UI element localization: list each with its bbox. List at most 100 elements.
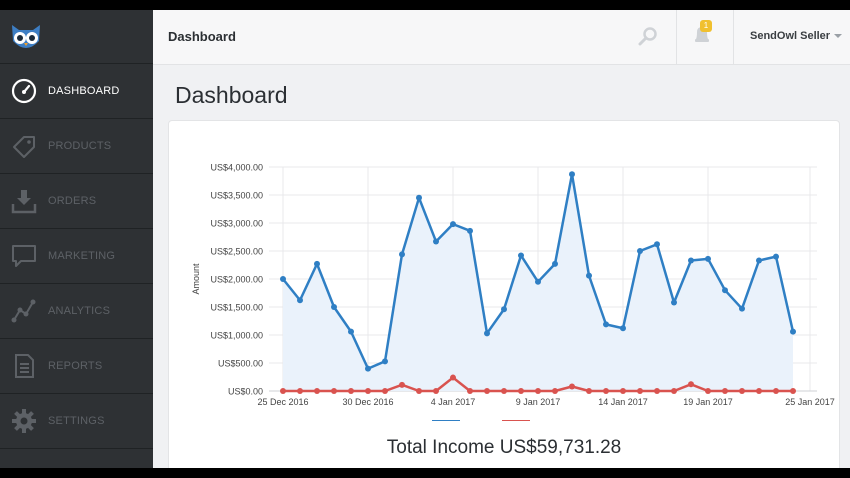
refund-point — [484, 388, 490, 394]
x-tick-label: 4 Jan 2017 — [431, 397, 476, 407]
refund-point — [790, 388, 796, 394]
notification-badge: 1 — [700, 20, 712, 32]
sidebar-item-label: REPORTS — [48, 360, 103, 372]
sidebar-item-dashboard[interactable]: DASHBOARD — [0, 64, 153, 119]
y-tick-label: US$3,500.00 — [210, 191, 263, 201]
legend-refund-label: Refund — [535, 421, 564, 422]
refund-point — [535, 388, 541, 394]
income-point — [382, 358, 388, 365]
topbar-divider — [676, 10, 677, 64]
income-point — [416, 194, 422, 201]
income-point — [518, 252, 524, 259]
income-chart-card: US$0.00 US$500.00 US$1,000.00 US$1,500.00 US… — [168, 120, 840, 468]
y-tick-label: US$2,000.00 — [210, 275, 263, 285]
income-point — [297, 297, 303, 304]
income-point — [501, 306, 507, 313]
y-tick-label: US$4,000.00 — [210, 163, 263, 173]
topbar-divider — [733, 10, 734, 64]
y-tick-label: US$0.00 — [228, 387, 263, 397]
topbar: Dashboard 1 SendOwl Seller — [153, 10, 850, 65]
income-point — [331, 304, 337, 310]
y-axis-label: Amount — [191, 263, 201, 295]
income-point — [535, 278, 541, 285]
sidebar-item-label: ANALYTICS — [48, 305, 111, 317]
chevron-down-icon — [834, 34, 843, 38]
line-graph-icon — [11, 298, 37, 324]
income-point — [569, 171, 575, 178]
refund-point — [365, 388, 371, 394]
income-point — [314, 260, 320, 267]
refund-point — [501, 388, 507, 394]
income-point — [773, 253, 779, 260]
refund-point — [620, 388, 626, 394]
refund-point — [416, 388, 422, 394]
income-point — [739, 305, 745, 312]
income-point — [484, 330, 490, 337]
refund-point — [450, 374, 456, 381]
refund-point — [297, 388, 303, 394]
document-icon — [11, 353, 37, 379]
refund-point — [467, 388, 473, 394]
refund-point — [654, 388, 660, 394]
sidebar-item-marketing[interactable]: MARKETING — [0, 229, 153, 284]
refund-point — [399, 381, 405, 388]
legend-refund-swatch — [502, 420, 530, 421]
income-point — [552, 260, 558, 267]
refund-point — [739, 388, 745, 394]
sidebar-item-label: SETTINGS — [48, 415, 105, 427]
refund-point — [569, 383, 575, 390]
income-point — [790, 328, 796, 335]
app-window: DASHBOARD PRODUCTS ORDERS MARKETING ANALYTIC… — [0, 10, 850, 468]
refund-point — [552, 388, 558, 394]
speech-bubble-icon — [11, 243, 37, 269]
user-menu[interactable]: SendOwl Seller — [750, 30, 843, 42]
legend-income-swatch — [432, 420, 460, 421]
sidebar-item-analytics[interactable]: ANALYTICS — [0, 284, 153, 339]
income-point — [280, 276, 286, 282]
income-point — [671, 299, 677, 306]
sidebar-item-orders[interactable]: ORDERS — [0, 174, 153, 229]
total-income: Total Income US$59,731.28 — [386, 437, 622, 458]
income-point — [688, 257, 694, 264]
user-name: SendOwl Seller — [750, 30, 831, 42]
income-point — [620, 325, 626, 332]
page-title: Dashboard — [175, 82, 288, 108]
x-tick-label: 25 Jan 2017 — [785, 397, 835, 407]
gear-icon — [11, 408, 37, 434]
x-tick-label: 25 Dec 2016 — [257, 397, 308, 407]
refund-point — [518, 388, 524, 394]
income-point — [722, 287, 728, 294]
refund-point — [603, 388, 609, 394]
tag-icon — [11, 133, 37, 159]
x-tick-label: 9 Jan 2017 — [516, 397, 561, 407]
refund-point — [773, 388, 779, 394]
refund-point — [314, 388, 320, 394]
y-tick-label: US$3,000.00 — [210, 219, 263, 229]
x-tick-label: 14 Jan 2017 — [598, 397, 648, 407]
refund-point — [671, 388, 677, 394]
income-point — [399, 251, 405, 258]
income-point — [433, 238, 439, 245]
y-tick-label: US$2,500.00 — [210, 247, 263, 257]
income-point — [756, 257, 762, 264]
refund-point — [722, 388, 728, 394]
sidebar-item-products[interactable]: PRODUCTS — [0, 119, 153, 174]
search-icon[interactable] — [638, 26, 658, 51]
refund-point — [705, 388, 711, 394]
income-point — [365, 365, 371, 372]
refund-point — [433, 388, 439, 394]
income-point — [348, 328, 354, 335]
speedometer-icon — [11, 78, 37, 104]
refund-point — [688, 381, 694, 388]
sidebar-item-reports[interactable]: REPORTS — [0, 339, 153, 394]
sidebar-item-settings[interactable]: SETTINGS — [0, 394, 153, 449]
owl-logo[interactable] — [0, 10, 153, 64]
legend-income-label: Income — [465, 421, 495, 422]
refund-point — [637, 388, 643, 394]
income-point — [603, 321, 609, 328]
income-point — [467, 227, 473, 234]
income-point — [586, 272, 592, 279]
income-point — [705, 255, 711, 262]
income-point — [450, 221, 456, 228]
sidebar-item-label: PRODUCTS — [48, 140, 112, 152]
